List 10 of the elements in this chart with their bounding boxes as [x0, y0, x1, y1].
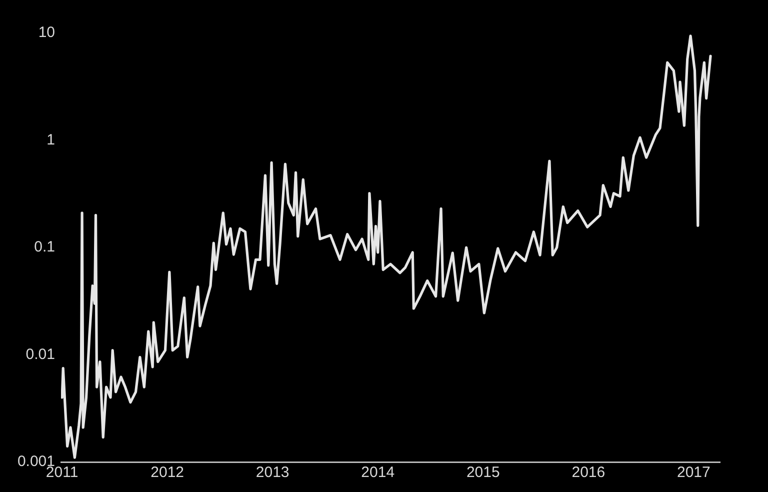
- x-tick-label: 2012: [150, 464, 184, 482]
- y-tick-label: 0.1: [34, 238, 55, 256]
- x-tick-label: 2015: [466, 464, 500, 482]
- y-tick-label: 10: [38, 24, 55, 42]
- x-tick-label: 2013: [256, 464, 290, 482]
- x-tick-label: 2016: [572, 464, 606, 482]
- x-tick-label: 2014: [361, 464, 395, 482]
- x-tick-label: 2017: [676, 464, 710, 482]
- y-tick-label: 1: [46, 131, 55, 148]
- y-tick-label: 0.01: [26, 346, 55, 363]
